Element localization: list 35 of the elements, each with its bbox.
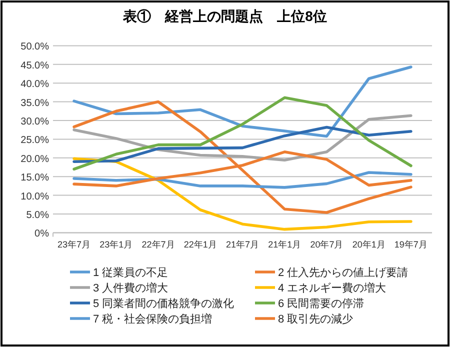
y-tick-label: 0% <box>34 228 50 240</box>
legend-label: 2 仕入先からの値上げ要請 <box>278 266 408 279</box>
x-tick-label: 21年1月 <box>268 240 302 250</box>
chart-title: 表① 経営上の問題点 上位8位 <box>122 8 327 24</box>
x-tick-label: 19年7月 <box>394 240 428 250</box>
y-tick-label: 5.0% <box>26 210 50 221</box>
y-tick-label: 35.0% <box>20 98 50 109</box>
line-series <box>72 171 412 189</box>
legend-label: 3 人件費の増大 <box>93 282 168 294</box>
x-tick-label: 20年1月 <box>352 240 386 250</box>
x-tick-label: 22年1月 <box>184 240 217 250</box>
x-tick-label: 22年7月 <box>142 240 175 250</box>
y-tick-label: 45.0% <box>20 60 50 72</box>
line-series <box>72 66 412 138</box>
y-tick-label: 50.0% <box>20 42 50 53</box>
legend-label: 6 民間需要の停滞 <box>278 297 364 310</box>
x-tick-label: 23年1月 <box>100 240 133 250</box>
line-series <box>72 157 412 231</box>
y-tick-label: 10.0% <box>20 191 50 202</box>
line-series <box>72 126 412 164</box>
legend-label: 7 税・社会保険の負担増 <box>93 312 212 326</box>
y-tick-label: 20.0% <box>20 154 50 165</box>
x-tick-label: 21年7月 <box>226 240 260 250</box>
legend-label: 4 エネルギー費の増大 <box>278 282 386 294</box>
legend-label: 1 従業員の不足 <box>93 267 168 279</box>
line-series <box>72 96 412 171</box>
y-tick-label: 30.0% <box>20 116 50 128</box>
y-tick-label: 40.0% <box>20 79 50 90</box>
x-tick-label: 23年7月 <box>58 240 91 250</box>
legend-label: 8 取引先の減少 <box>278 312 354 326</box>
y-tick-label: 15.0% <box>20 172 50 184</box>
line-series <box>72 100 412 214</box>
y-tick-label: 25.0% <box>20 135 50 146</box>
x-tick-label: 20年7月 <box>310 240 344 250</box>
legend-label: 5 同業者間の価格競争の激化 <box>93 297 234 310</box>
